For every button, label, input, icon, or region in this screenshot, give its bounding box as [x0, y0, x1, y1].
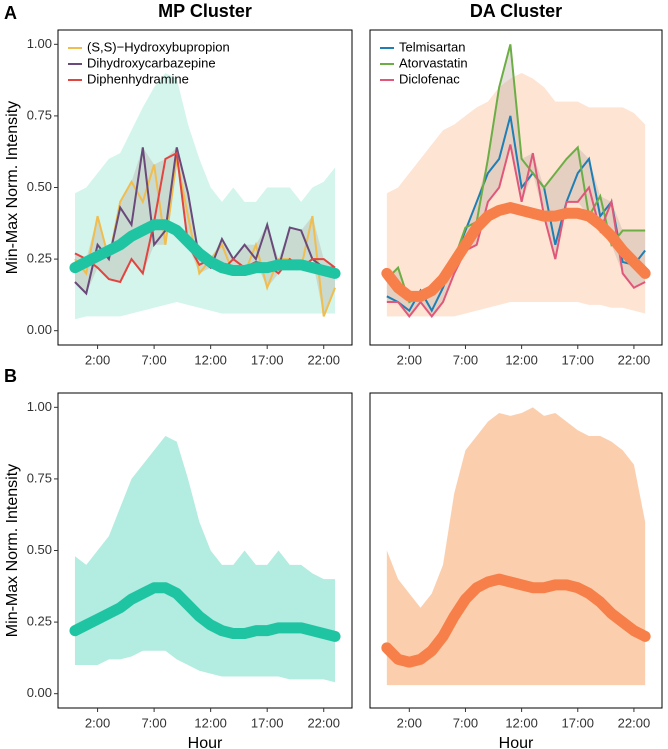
panel-label: B — [4, 366, 17, 386]
x-tick-label: 12:00 — [194, 715, 227, 730]
legend-label: Telmisartan — [399, 39, 465, 54]
x-tick-label: 17:00 — [561, 715, 594, 730]
series-line — [386, 115, 646, 313]
y-axis-label: Min-Max Norm. Intensity — [4, 101, 21, 274]
x-tick-label: 22:00 — [618, 715, 651, 730]
trend-line — [69, 582, 341, 642]
y-axis-label: Min-Max Norm. Intensity — [4, 464, 21, 637]
y-tick-label: 0.00 — [27, 685, 52, 700]
y-tick-label: 0.75 — [27, 470, 52, 485]
trend-line — [381, 573, 651, 668]
plot-frame — [369, 29, 663, 346]
panel-title: DA Cluster — [470, 1, 562, 21]
y-tick-label: 0.25 — [27, 614, 52, 629]
x-tick-label: 17:00 — [561, 352, 594, 367]
plot-frame — [369, 392, 663, 709]
y-tick-label: 0.00 — [27, 322, 52, 337]
x-tick-label: 2:00 — [397, 352, 422, 367]
x-tick-label: 7:00 — [141, 715, 166, 730]
range-band — [386, 407, 646, 686]
y-tick-label: 0.50 — [27, 179, 52, 194]
x-tick-label: 12:00 — [194, 352, 227, 367]
x-tick-label: 7:00 — [453, 715, 478, 730]
legend-label: Atorvastatin — [399, 55, 468, 70]
range-band — [74, 435, 336, 683]
trend-line — [381, 202, 651, 302]
x-tick-label: 17:00 — [251, 352, 284, 367]
x-tick-label: 12:00 — [505, 352, 538, 367]
x-tick-label: 22:00 — [618, 352, 651, 367]
y-tick-label: 0.75 — [27, 107, 52, 122]
panel-label: A — [4, 3, 17, 23]
range-band — [74, 72, 336, 320]
x-tick-label: 7:00 — [141, 352, 166, 367]
legend-label: Dihydroxycarbazepine — [87, 55, 216, 70]
trend-line — [69, 219, 341, 279]
x-tick-label: 17:00 — [251, 715, 284, 730]
x-tick-label: 7:00 — [453, 352, 478, 367]
x-tick-label: 2:00 — [85, 352, 110, 367]
x-tick-label: 2:00 — [85, 715, 110, 730]
x-tick-label: 12:00 — [505, 715, 538, 730]
x-tick-label: 22:00 — [307, 352, 340, 367]
y-tick-label: 0.50 — [27, 542, 52, 557]
series-envelope — [74, 147, 336, 317]
range-band — [386, 72, 646, 317]
y-tick-label: 0.25 — [27, 251, 52, 266]
y-tick-label: 1.00 — [27, 36, 52, 51]
legend-label: Diclofenac — [399, 71, 460, 86]
x-axis-label: Hour — [499, 735, 534, 749]
x-axis-label: Hour — [188, 735, 223, 749]
x-tick-label: 22:00 — [307, 715, 340, 730]
panel-title: MP Cluster — [158, 1, 252, 21]
x-tick-label: 2:00 — [397, 715, 422, 730]
legend-label: (S,S)−Hydroxybupropion — [87, 39, 230, 54]
y-tick-label: 1.00 — [27, 399, 52, 414]
legend-label: Diphenhydramine — [87, 71, 189, 86]
